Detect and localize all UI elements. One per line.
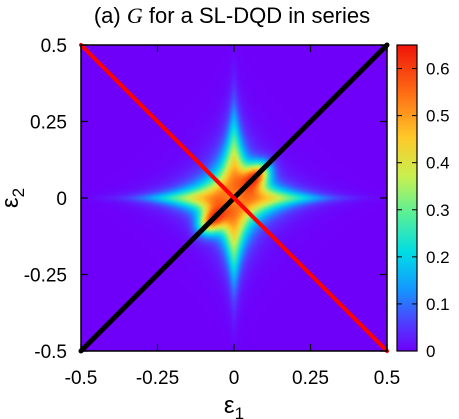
colorbar-ticks: 0 0.1 0.2 0.3 0.4 0.5 0.6 xyxy=(397,60,450,361)
colorbar-tick-label: 0.4 xyxy=(426,154,450,173)
y-tick-label: 0.5 xyxy=(41,36,67,57)
x-tick-label: 0.25 xyxy=(292,368,329,389)
colorbar-tick-label: 0.6 xyxy=(426,60,450,79)
y-tick-label: -0.5 xyxy=(34,342,67,363)
y-tick-label: 0 xyxy=(56,189,67,210)
colorbar: 0 0.1 0.2 0.3 0.4 0.5 0.6 xyxy=(396,44,450,361)
colorbar-frame xyxy=(396,44,418,352)
y-tick-label: 0.25 xyxy=(30,113,67,134)
colorbar-gradient xyxy=(397,45,417,351)
x-tick-label: 0.5 xyxy=(374,368,400,389)
colorbar-tick-label: 0.2 xyxy=(426,248,450,267)
y-axis-label: ε2 xyxy=(0,188,28,208)
colorbar-tick-label: 0.5 xyxy=(426,107,450,126)
colorbar-tick-label: 0 xyxy=(426,342,435,361)
y-axis-ticks: -0.5 -0.25 0 0.25 0.5 xyxy=(24,36,387,363)
colorbar-tick-label: 0.1 xyxy=(426,295,450,314)
heatmap-plot-area xyxy=(78,42,390,354)
x-tick-label: -0.25 xyxy=(136,368,179,389)
y-tick-label: -0.25 xyxy=(24,266,67,287)
x-axis-label: ε1 xyxy=(224,392,244,419)
x-tick-label: 0 xyxy=(229,368,240,389)
chart-title: (a) G for a SL-DQD in series xyxy=(94,3,370,28)
x-axis-ticks: -0.5 -0.25 0 0.25 0.5 xyxy=(65,45,400,389)
x-tick-label: -0.5 xyxy=(65,368,98,389)
diagonal-line-red xyxy=(79,43,389,353)
colorbar-tick-label: 0.3 xyxy=(426,201,450,220)
